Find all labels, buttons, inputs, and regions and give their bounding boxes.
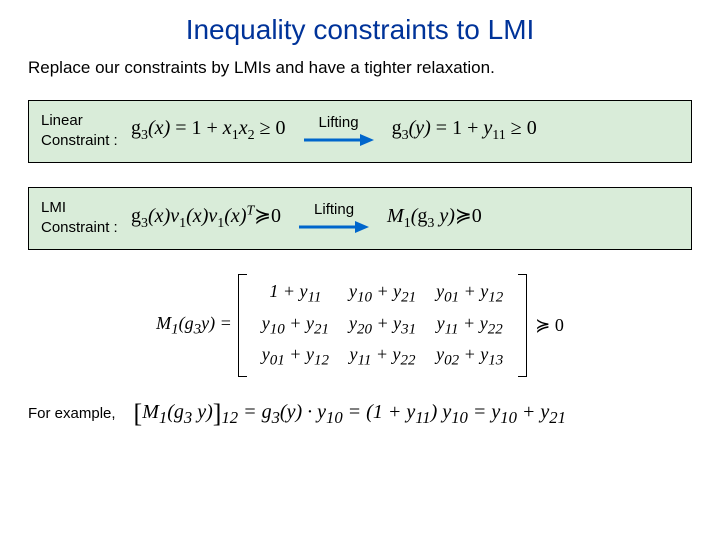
matrix-cell: 1 + y11 bbox=[252, 278, 339, 310]
linear-label: Linear Constraint : bbox=[41, 111, 131, 150]
lmi-label: LMI Constraint : bbox=[41, 198, 131, 237]
matrix-cell: y20 + y31 bbox=[339, 310, 426, 342]
matrix-cell: y11 + y22 bbox=[426, 310, 513, 342]
linear-constraint-box: Linear Constraint : g3(x) = 1 + x1x2 ≥ 0… bbox=[28, 100, 692, 163]
example-label: For example, bbox=[28, 405, 116, 422]
lifting-label-2: Lifting bbox=[314, 201, 354, 218]
matrix-lhs: M1(g3y) = bbox=[156, 313, 232, 339]
matrix-cell: y10 + y21 bbox=[339, 278, 426, 310]
example-formula: [M1(g3 y)]12 = g3(y) · y10 = (1 + y11) y… bbox=[134, 399, 566, 429]
matrix-cell: y10 + y21 bbox=[252, 310, 339, 342]
matrix-tail: ≽ 0 bbox=[535, 315, 564, 336]
lmi-constraint-box: LMI Constraint : g3(x)v1(x)v1(x)T≽0 Lift… bbox=[28, 187, 692, 250]
page-title: Inequality constraints to LMI bbox=[28, 14, 692, 46]
linear-lhs-formula: g3(x) = 1 + x1x2 ≥ 0 bbox=[131, 117, 286, 144]
lmi-lhs-formula: g3(x)v1(x)v1(x)T≽0 bbox=[131, 203, 281, 232]
linear-rhs-formula: g3(y) = 1 + y11 ≥ 0 bbox=[392, 117, 537, 144]
lmi-rhs-formula: M1(g3 y)≽0 bbox=[387, 203, 482, 232]
arrow-icon bbox=[304, 133, 374, 147]
matrix-cell: y02 + y13 bbox=[426, 341, 513, 373]
matrix-cell: y01 + y12 bbox=[426, 278, 513, 310]
subtitle: Replace our constraints by LMIs and have… bbox=[28, 58, 692, 78]
matrix-expansion: M1(g3y) = 1 + y11 y10 + y21 y01 + y12 y1… bbox=[28, 274, 692, 377]
arrow-icon bbox=[299, 220, 369, 234]
matrix-body: 1 + y11 y10 + y21 y01 + y12 y10 + y21 y2… bbox=[238, 274, 527, 377]
matrix-cell: y01 + y12 bbox=[252, 341, 339, 373]
lifting-label-1: Lifting bbox=[319, 114, 359, 131]
matrix-cell: y11 + y22 bbox=[339, 341, 426, 373]
